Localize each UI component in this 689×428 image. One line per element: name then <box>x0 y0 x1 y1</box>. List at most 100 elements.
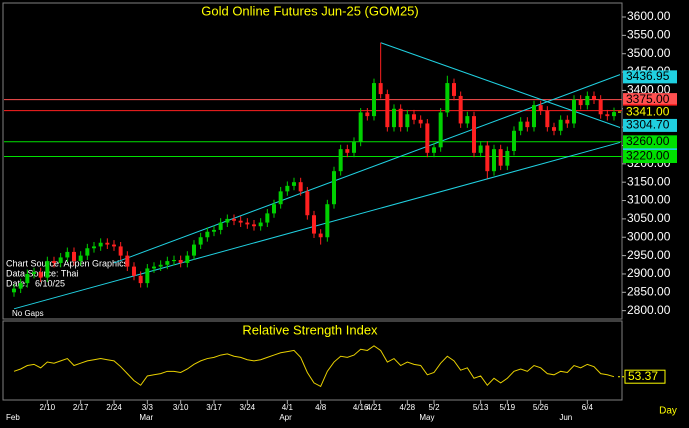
candle-body <box>325 204 330 238</box>
candle-body <box>118 246 123 256</box>
x-tick-label: 2/24 <box>106 403 122 412</box>
candle-body <box>412 114 416 120</box>
candle-body <box>232 218 236 221</box>
note: No Gaps <box>12 309 44 318</box>
level-label-box <box>623 149 677 163</box>
x-tick-label: 3/24 <box>240 403 256 412</box>
y-tick-label: 3000.00 <box>627 229 671 243</box>
candle-body <box>138 275 143 284</box>
candle-body <box>465 116 470 124</box>
rsi-last-box <box>624 369 666 384</box>
candle-body <box>538 105 543 111</box>
month-label: Apr <box>279 413 292 422</box>
rsi-last-label: 53.37 <box>628 369 658 383</box>
candle-body <box>518 121 523 131</box>
month-label: Jun <box>559 413 572 422</box>
candle-body <box>72 251 76 262</box>
level-label: 3260.00 <box>626 134 670 148</box>
x-unit: Day <box>659 406 677 417</box>
candle-body <box>318 233 323 238</box>
trendline <box>113 74 621 264</box>
candle-body <box>12 288 16 293</box>
candle-body <box>385 94 390 128</box>
candle-body <box>225 218 230 223</box>
y-tick-label: 2900.00 <box>627 266 671 280</box>
candle-body <box>458 95 463 124</box>
candle-body <box>158 264 163 267</box>
y-tick-label: 3400.00 <box>627 83 671 97</box>
candle-body <box>438 112 443 148</box>
candle-body <box>205 231 210 238</box>
x-tick-label: 6/4 <box>582 403 594 412</box>
candle-body <box>185 255 190 263</box>
rsi-panel-frame <box>2 320 623 401</box>
x-tick-label: 3/17 <box>206 403 222 412</box>
y-tick-label: 2950.00 <box>627 248 671 262</box>
candle-body <box>32 272 36 274</box>
candle-body <box>298 182 303 192</box>
candle-body <box>505 150 510 166</box>
y-tick-label: 2850.00 <box>627 284 671 298</box>
candle-body <box>238 220 243 223</box>
y-tick-label: 3100.00 <box>627 193 671 207</box>
trend-label-box <box>623 70 677 84</box>
candle-body <box>52 261 56 263</box>
x-tick-label: 4/1 <box>282 403 294 412</box>
candle-body <box>592 95 596 100</box>
candle-body <box>485 145 490 172</box>
candle-body <box>352 141 356 153</box>
candle-body <box>478 145 483 153</box>
month-label: Feb <box>6 413 20 422</box>
candle-body <box>558 119 563 131</box>
candle-body <box>145 268 150 284</box>
x-tick-label: 5/13 <box>473 403 489 412</box>
chart-title: Gold Online Futures Jun-25 (GOM25) <box>201 3 418 18</box>
level-label-box <box>623 135 677 149</box>
candle-body <box>132 266 136 276</box>
candle-body <box>192 244 196 256</box>
candle-body <box>98 242 103 247</box>
y-tick-label: 3550.00 <box>627 28 671 42</box>
x-tick-label: 4/21 <box>366 403 382 412</box>
y-tick-label: 3050.00 <box>627 211 671 225</box>
trend-label-box <box>623 118 677 132</box>
candle-body <box>452 83 456 96</box>
candle-body <box>492 149 496 172</box>
candle-body <box>445 83 450 113</box>
candle-body <box>398 108 403 128</box>
y-tick-label: 2800.00 <box>627 303 671 317</box>
candle-body <box>545 110 550 128</box>
x-tick-label: 3/10 <box>173 403 189 412</box>
candle-body <box>25 273 30 284</box>
candle-body <box>498 149 503 166</box>
candle-body <box>18 283 23 289</box>
level-label: 3375.00 <box>626 92 670 106</box>
candle-body <box>85 248 90 256</box>
x-tick-label: 2/17 <box>73 403 89 412</box>
y-tick-label: 3500.00 <box>627 46 671 60</box>
x-tick-label: 5/2 <box>428 403 440 412</box>
candle-body <box>265 213 270 223</box>
candle-body <box>598 99 603 115</box>
trendline <box>13 141 621 310</box>
candle-body <box>605 114 610 117</box>
candle-body <box>552 127 556 131</box>
trend-label: 3304.70 <box>626 118 670 132</box>
candle-body <box>105 242 110 245</box>
level-label-box <box>623 93 677 107</box>
candle-body <box>278 191 283 205</box>
trendline <box>380 42 621 129</box>
candle-body <box>112 244 116 247</box>
candle-body <box>338 149 343 172</box>
candle-body <box>38 272 43 278</box>
x-tick-label: 4/8 <box>315 403 327 412</box>
candle-body <box>125 255 130 267</box>
x-tick-label: 4/28 <box>400 403 416 412</box>
month-label: May <box>419 413 434 422</box>
candle-body <box>418 119 423 124</box>
rsi-title: Relative Strength Index <box>242 322 378 337</box>
candle-body <box>178 260 183 263</box>
candle-body <box>432 147 436 153</box>
candle-body <box>285 185 290 192</box>
candle-body <box>345 149 350 153</box>
